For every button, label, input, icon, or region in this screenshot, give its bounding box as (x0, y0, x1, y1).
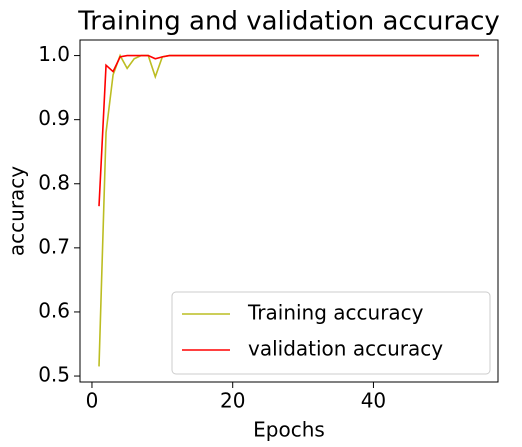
y-tick-label: 0.6 (38, 298, 70, 322)
chart-title: Training and validation accuracy (77, 7, 500, 37)
y-axis-label: accuracy (5, 166, 29, 256)
x-axis-label: Epochs (253, 418, 325, 442)
y-tick-label: 0.9 (38, 106, 70, 130)
legend-label: validation accuracy (248, 337, 443, 361)
x-tick-label: 20 (220, 389, 245, 413)
plot-frame (79, 39, 499, 383)
legend-box (171, 291, 491, 375)
y-tick-label: 1.0 (38, 42, 70, 66)
y-tick-label: 0.5 (38, 363, 70, 387)
x-tick-label: 40 (361, 389, 386, 413)
legend-label: Training accuracy (247, 301, 424, 325)
x-tick-label: 0 (86, 389, 99, 413)
line (98, 54, 479, 207)
y-tick-label: 0.7 (38, 234, 70, 258)
y-tick-label: 0.8 (38, 170, 70, 194)
